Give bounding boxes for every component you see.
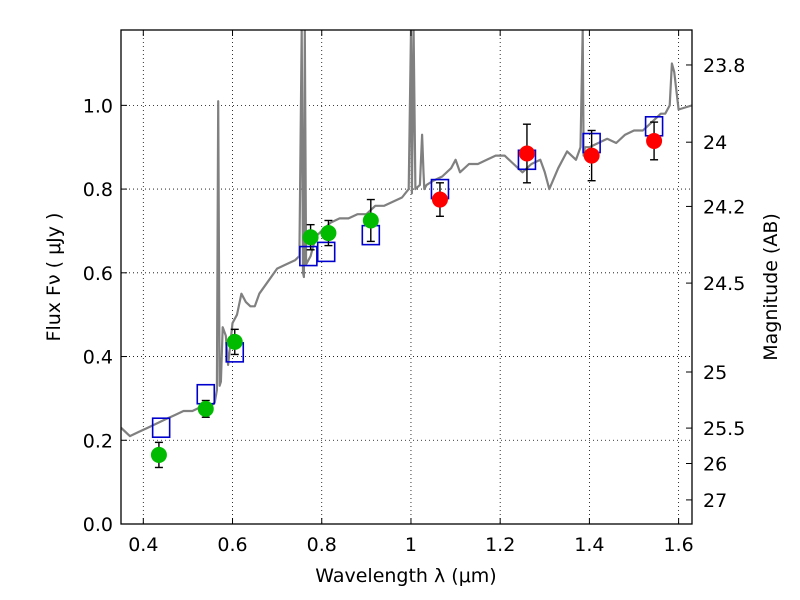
x-axis-ticks: 0.4 0.6 0.8 1 1.2 1.4 1.6 [128, 30, 694, 556]
magnitude-tick-label: 27 [703, 490, 727, 512]
magnitude-axis-title: Magnitude (AB) [760, 213, 782, 361]
magnitude-tick-label: 26 [703, 453, 727, 475]
y-tick-label: 0.6 [83, 263, 113, 285]
x-tick-label: 0.8 [307, 534, 337, 556]
observed-point-red [646, 132, 663, 149]
y-axis-title: Flux Fν ( μJy ) [43, 213, 65, 342]
observed-point-red [518, 145, 535, 162]
plot-frame [120, 29, 693, 525]
observed-point-red [583, 147, 600, 164]
magnitude-tick-label: 25.5 [703, 418, 745, 440]
observed-point-green [320, 225, 337, 242]
model-spectrum-line [121, 30, 692, 438]
observed-point-red [431, 191, 448, 208]
x-tick-label: 1.4 [574, 534, 604, 556]
y-tick-label: 0.2 [83, 430, 113, 452]
plot-background [121, 30, 692, 524]
observed-point-green [362, 212, 379, 229]
x-tick-label: 1 [405, 534, 417, 556]
x-tick-label: 1.6 [664, 534, 694, 556]
y-tick-label: 0.4 [83, 347, 113, 369]
magnitude-tick-label: 25 [703, 362, 727, 384]
y-tick-label: 0.8 [83, 179, 113, 201]
model-bandpass-square [299, 245, 318, 267]
x-tick-label: 0.4 [128, 534, 158, 556]
observed-point-green [226, 333, 243, 350]
magnitude-tick-label: 23.8 [703, 55, 745, 77]
y-tick-label: 1.0 [83, 95, 113, 117]
observed-point-green [150, 446, 167, 463]
y-axis-ticks: 0.0 0.2 0.4 0.6 0.8 1.0 [83, 95, 127, 536]
magnitude-tick-label: 24.2 [703, 196, 745, 218]
observed-point-green [197, 400, 214, 417]
x-tick-label: 1.2 [485, 534, 515, 556]
y-tick-label: 0.0 [83, 514, 113, 536]
observed-point-green [302, 229, 319, 246]
x-tick-label: 0.6 [217, 534, 247, 556]
model-bandpass-square [316, 241, 336, 263]
x-axis-title: Wavelength λ (μm) [315, 565, 496, 587]
magnitude-axis-ticks: 23.8 24 24.2 24.5 25 25.5 26 27 [686, 55, 745, 512]
model-bandpass-square [151, 417, 171, 439]
plot-content [121, 30, 692, 469]
magnitude-tick-label: 24 [703, 132, 727, 154]
magnitude-tick-label: 24.5 [703, 273, 745, 295]
